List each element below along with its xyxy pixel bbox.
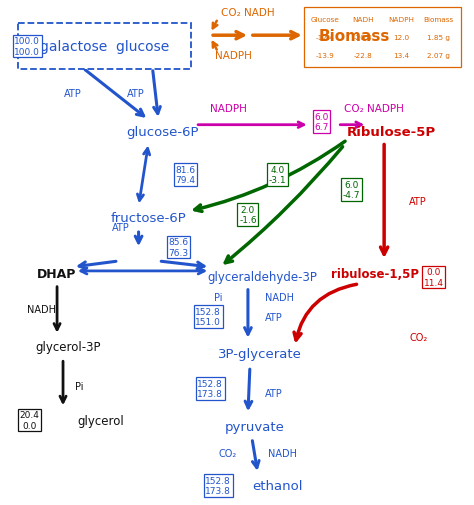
Text: 2.07 g: 2.07 g: [427, 53, 450, 59]
Text: ribulose-1,5P: ribulose-1,5P: [331, 268, 419, 281]
Text: 3P-glycerate: 3P-glycerate: [218, 347, 302, 360]
Text: galactose  glucose: galactose glucose: [40, 40, 169, 54]
Text: ATP: ATP: [409, 197, 427, 207]
Text: 6.0
-4.7: 6.0 -4.7: [343, 180, 360, 199]
Text: -13.9: -13.9: [316, 53, 335, 59]
Text: NADPH: NADPH: [388, 17, 414, 23]
Text: glycerol-3P: glycerol-3P: [35, 340, 101, 353]
Text: NADH: NADH: [353, 17, 374, 23]
Text: 6.0
6.7: 6.0 6.7: [314, 113, 328, 132]
Text: glucose-6P: glucose-6P: [126, 126, 199, 139]
Text: CO₂ NADPH: CO₂ NADPH: [344, 104, 404, 114]
Text: ATP: ATP: [265, 388, 283, 398]
Text: -20.4: -20.4: [354, 35, 373, 41]
Text: fructose-6P: fructose-6P: [110, 211, 186, 224]
Text: NADH: NADH: [27, 304, 56, 314]
Text: ATP: ATP: [112, 223, 129, 233]
Text: NADH: NADH: [268, 448, 297, 458]
Text: 0.0
11.4: 0.0 11.4: [424, 268, 444, 287]
Text: 4.0
-3.1: 4.0 -3.1: [269, 166, 287, 185]
Text: -22.8: -22.8: [354, 53, 373, 59]
Text: ATP: ATP: [64, 89, 82, 98]
Text: Biomass: Biomass: [424, 17, 454, 23]
Text: NADH: NADH: [265, 292, 294, 302]
Text: 100.0
100.0: 100.0 100.0: [14, 37, 40, 57]
Text: ATP: ATP: [265, 312, 283, 322]
Text: Ribulose-5P: Ribulose-5P: [346, 126, 436, 139]
FancyBboxPatch shape: [304, 9, 461, 68]
Text: 13.4: 13.4: [393, 53, 409, 59]
Text: 85.6
76.3: 85.6 76.3: [168, 238, 188, 257]
Text: ATP: ATP: [127, 89, 145, 98]
Text: Biomass: Biomass: [319, 29, 390, 43]
FancyBboxPatch shape: [18, 24, 191, 70]
Text: 152.8
173.8: 152.8 173.8: [197, 379, 223, 398]
Text: 12.0: 12.0: [393, 35, 409, 41]
Text: 81.6
79.4: 81.6 79.4: [175, 166, 195, 185]
Text: NADPH: NADPH: [215, 51, 252, 61]
Text: glycerol: glycerol: [77, 414, 124, 427]
Text: 152.8
151.0: 152.8 151.0: [195, 308, 221, 327]
Text: CO₂: CO₂: [410, 332, 428, 342]
Text: Pi: Pi: [75, 381, 83, 391]
Text: ethanol: ethanol: [253, 479, 303, 492]
Text: -12.4: -12.4: [316, 35, 335, 41]
Text: 152.8
173.8: 152.8 173.8: [205, 476, 231, 495]
Text: NADPH: NADPH: [210, 104, 246, 114]
Text: glyceraldehyde-3P: glyceraldehyde-3P: [207, 271, 317, 284]
Text: 1.85 g: 1.85 g: [427, 35, 450, 41]
Text: CO₂ NADH: CO₂ NADH: [221, 8, 275, 18]
Text: 2.0
-1.6: 2.0 -1.6: [239, 205, 257, 224]
Text: Pi: Pi: [214, 292, 222, 302]
Text: DHAP: DHAP: [37, 268, 77, 281]
Text: pyruvate: pyruvate: [225, 420, 285, 433]
Text: CO₂: CO₂: [219, 448, 237, 458]
Text: Glucose: Glucose: [311, 17, 340, 23]
Text: 20.4
0.0: 20.4 0.0: [19, 411, 39, 430]
